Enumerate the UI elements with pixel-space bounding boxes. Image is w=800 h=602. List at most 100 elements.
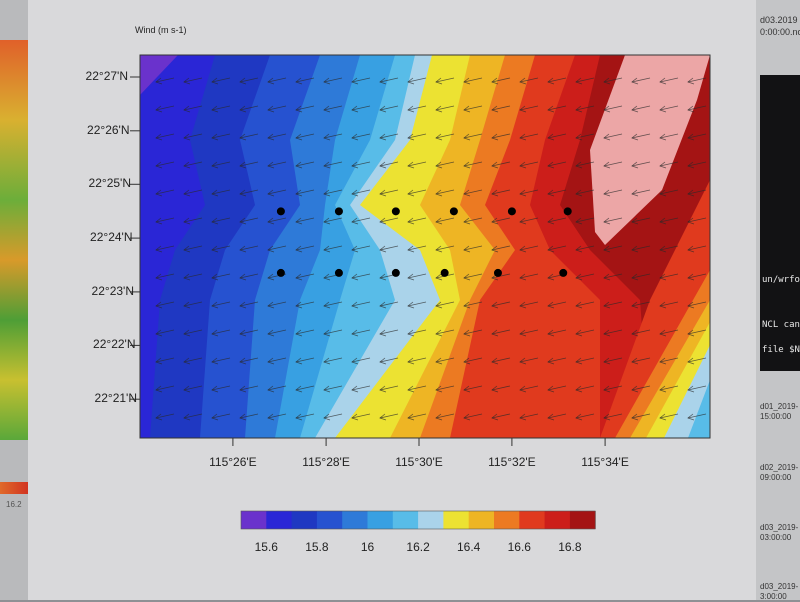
wind-arrow-shaft bbox=[155, 413, 175, 419]
wind-arrow-shaft bbox=[295, 133, 315, 139]
colorbar-frame bbox=[240, 510, 596, 530]
wind-arrow-shaft bbox=[211, 133, 231, 139]
wind-arrow-head bbox=[211, 357, 219, 365]
wind-arrow-shaft bbox=[211, 245, 231, 251]
wind-arrow-shaft bbox=[659, 329, 679, 335]
wind-arrow-head bbox=[239, 217, 247, 225]
wind-arrow-shaft bbox=[603, 301, 623, 307]
wind-arrow-shaft bbox=[211, 217, 231, 223]
wind-arrow bbox=[239, 161, 259, 169]
contour-band bbox=[688, 380, 710, 438]
wind-arrow bbox=[603, 217, 623, 225]
wind-arrow bbox=[295, 329, 315, 337]
wind-arrow bbox=[379, 105, 399, 113]
file-item[interactable]: d03_2019- 03:00:00 bbox=[760, 523, 798, 543]
wind-arrow bbox=[435, 357, 455, 365]
wind-arrow-shaft bbox=[603, 217, 623, 223]
wind-arrow-shaft bbox=[295, 385, 315, 391]
wind-arrow-head bbox=[407, 77, 415, 85]
wind-arrow-shaft bbox=[547, 329, 567, 335]
wind-arrow-head bbox=[435, 77, 443, 85]
wind-arrow bbox=[155, 329, 175, 337]
wind-arrow-head bbox=[211, 329, 219, 337]
wind-arrow-head bbox=[519, 385, 527, 393]
wind-arrow bbox=[155, 357, 175, 365]
wind-arrow bbox=[435, 77, 455, 85]
wind-arrow-shaft bbox=[239, 245, 259, 251]
terminal-window[interactable] bbox=[760, 75, 800, 371]
wind-arrow-shaft bbox=[547, 77, 567, 83]
wind-arrow-shaft bbox=[547, 301, 567, 307]
wind-arrow bbox=[631, 189, 651, 197]
wind-arrow-head bbox=[463, 161, 471, 169]
wind-arrow-head bbox=[463, 133, 471, 141]
file-item[interactable]: d02_2019- 09:00:00 bbox=[760, 463, 798, 483]
wind-arrow-head bbox=[603, 217, 611, 225]
wind-arrow-head bbox=[687, 161, 695, 169]
wind-arrow bbox=[659, 329, 679, 337]
wind-arrow bbox=[351, 329, 371, 337]
wind-arrow-head bbox=[687, 385, 695, 393]
wind-arrow bbox=[519, 217, 539, 225]
wind-arrow-head bbox=[687, 273, 695, 281]
wind-arrow bbox=[155, 217, 175, 225]
wind-arrow-head bbox=[379, 329, 387, 337]
wind-arrow-head bbox=[687, 217, 695, 225]
wind-arrow bbox=[351, 189, 371, 197]
wind-arrow-shaft bbox=[519, 161, 539, 167]
wind-arrow-shaft bbox=[491, 329, 511, 335]
wind-arrow-head bbox=[267, 161, 275, 169]
wind-arrow bbox=[687, 217, 707, 225]
wind-arrow-shaft bbox=[267, 357, 287, 363]
colorbar-label: 16.6 bbox=[507, 540, 531, 554]
wind-arrow-head bbox=[407, 385, 415, 393]
wind-arrow bbox=[323, 245, 343, 253]
wind-arrow-head bbox=[491, 357, 499, 365]
wind-arrow-shaft bbox=[575, 105, 595, 111]
wind-arrow-head bbox=[491, 301, 499, 309]
wind-arrow-head bbox=[687, 413, 695, 421]
wind-arrow bbox=[631, 245, 651, 253]
wind-arrow-head bbox=[519, 329, 527, 337]
y-tick-label: 22°23'N bbox=[91, 283, 134, 298]
wind-arrow-shaft bbox=[575, 413, 595, 419]
wind-arrow bbox=[463, 245, 483, 253]
wind-arrow-shaft bbox=[603, 329, 623, 335]
wind-arrow bbox=[575, 301, 595, 309]
wind-arrow-shaft bbox=[267, 301, 287, 307]
wind-arrow bbox=[407, 133, 427, 141]
wind-arrow bbox=[687, 189, 707, 197]
background-file-name[interactable]: d03.2019 0:00:00.nc bbox=[760, 14, 800, 38]
wind-arrow-head bbox=[519, 245, 527, 253]
wind-arrow bbox=[211, 413, 231, 421]
wind-arrow-shaft bbox=[435, 245, 455, 251]
wind-arrow-head bbox=[211, 301, 219, 309]
wind-arrow-shaft bbox=[435, 329, 455, 335]
wind-arrow bbox=[491, 245, 511, 253]
wind-arrow bbox=[631, 105, 651, 113]
wind-arrow-head bbox=[659, 273, 667, 281]
wind-arrow bbox=[407, 217, 427, 225]
wind-arrow-shaft bbox=[435, 357, 455, 363]
file-item[interactable]: d03_2019- 3:00:00 bbox=[760, 582, 798, 602]
wind-arrow-shaft bbox=[603, 133, 623, 139]
file-item[interactable]: d01_2019- 15:00:00 bbox=[760, 402, 798, 422]
wind-arrow bbox=[491, 105, 511, 113]
wind-arrow bbox=[687, 161, 707, 169]
wind-arrow-head bbox=[463, 301, 471, 309]
wind-arrow-shaft bbox=[155, 385, 175, 391]
wind-arrow-head bbox=[295, 329, 303, 337]
wind-arrow bbox=[155, 413, 175, 421]
wind-arrow-head bbox=[547, 77, 555, 85]
wind-arrow-shaft bbox=[687, 77, 707, 83]
wind-arrow-shaft bbox=[323, 245, 343, 251]
y-tick-label: 22°26'N bbox=[87, 122, 130, 137]
wind-arrow-head bbox=[659, 161, 667, 169]
wind-arrow-shaft bbox=[603, 189, 623, 195]
wind-arrow-head bbox=[267, 385, 275, 393]
wind-arrow-shaft bbox=[239, 413, 259, 419]
wind-arrow-shaft bbox=[239, 77, 259, 83]
wind-arrow-shaft bbox=[603, 245, 623, 251]
wind-arrow-head bbox=[379, 245, 387, 253]
wind-arrow-shaft bbox=[211, 77, 231, 83]
